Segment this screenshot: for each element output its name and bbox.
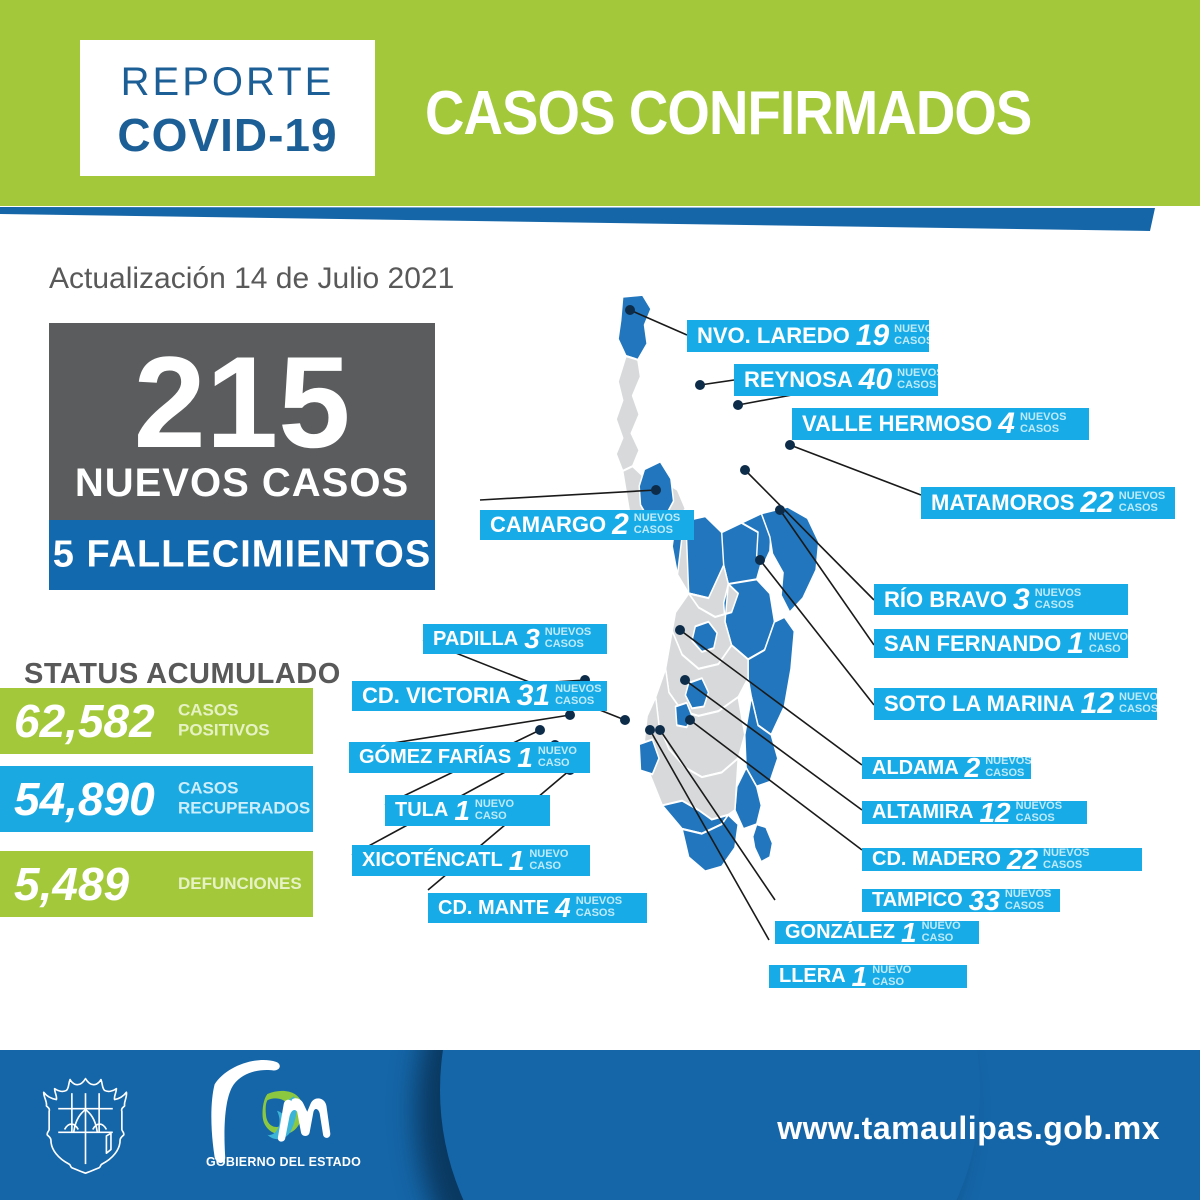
svg-text:GOBIERNO DEL ESTADO: GOBIERNO DEL ESTADO [206, 1155, 361, 1169]
